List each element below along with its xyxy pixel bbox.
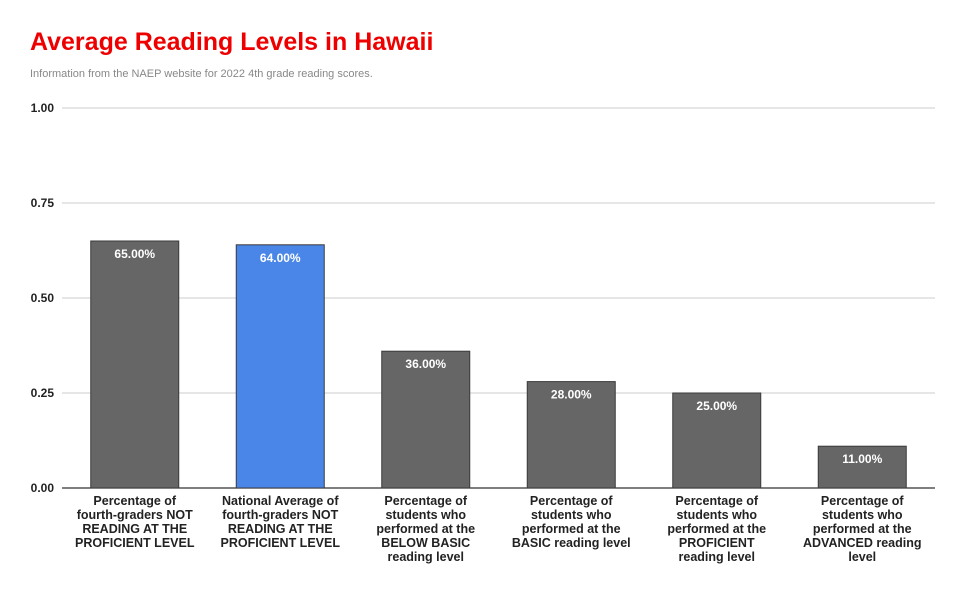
bar (526, 381, 616, 489)
data-label: 65.00% (114, 247, 155, 261)
y-tick-label: 0.00 (31, 481, 55, 495)
bar (817, 445, 907, 489)
data-label: 25.00% (696, 399, 737, 413)
x-tick-label: National Average of fourth-graders NOT R… (220, 494, 340, 550)
x-tick-label: Percentage of students who performed at … (511, 494, 631, 550)
y-tick-label: 1.00 (31, 101, 55, 115)
x-tick-label: Percentage of students who performed at … (802, 494, 922, 564)
y-tick-label: 0.75 (31, 196, 55, 210)
x-tick-label: Percentage of students who performed at … (376, 494, 476, 564)
bar (235, 244, 325, 489)
x-tick-label: Percentage of fourth-graders NOT READING… (75, 494, 195, 550)
data-label: 64.00% (260, 251, 301, 265)
bar (381, 350, 471, 489)
x-tick-label: Percentage of students who performed at … (667, 494, 767, 564)
chart-title: Average Reading Levels in Hawaii (30, 28, 434, 56)
bar (90, 240, 180, 489)
data-label: 36.00% (405, 357, 446, 371)
data-label: 11.00% (842, 452, 882, 466)
bar (672, 392, 762, 489)
y-tick-label: 0.50 (31, 291, 55, 305)
data-label: 28.00% (551, 388, 592, 402)
y-tick-label: 0.25 (31, 386, 55, 400)
chart-subtitle: Information from the NAEP website for 20… (30, 68, 373, 80)
